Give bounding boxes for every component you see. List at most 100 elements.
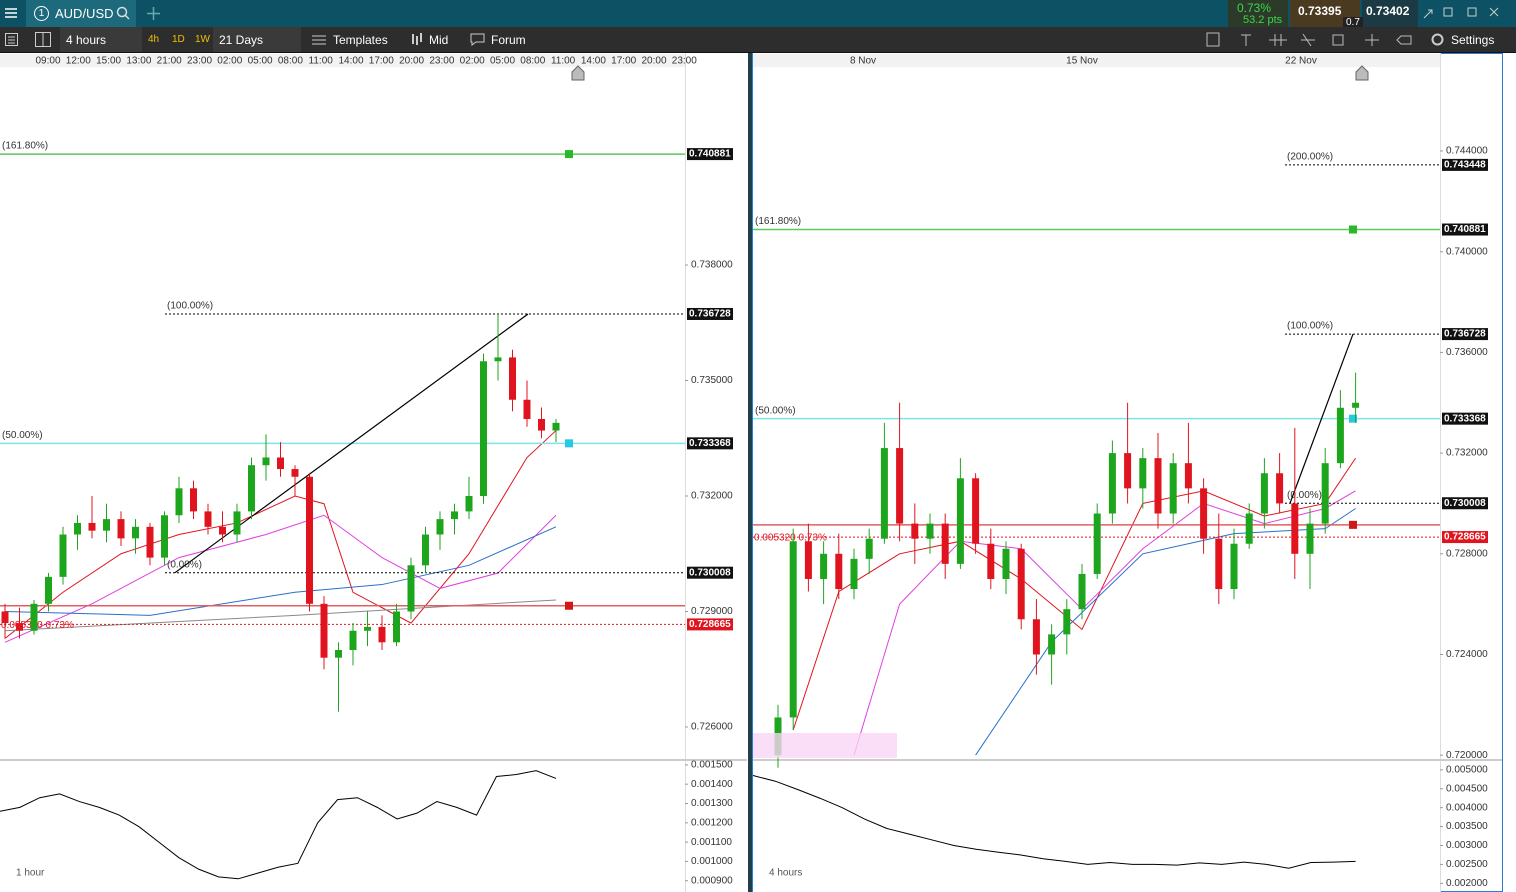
y-tick-label: 0.744000: [1446, 146, 1488, 157]
candle-body: [74, 522, 81, 535]
templates[interactable]: Templates: [333, 33, 388, 47]
range-select[interactable]: [213, 27, 301, 52]
candle-body: [1306, 523, 1314, 554]
time-label: 20:00: [399, 56, 424, 67]
toolbar: 4 hours 4h 1D 1W 21 Days Templates Mid F…: [0, 27, 1516, 53]
time-label: 11:00: [309, 56, 334, 67]
settings[interactable]: Settings: [1451, 33, 1495, 47]
time-label: 22 Nov: [1285, 56, 1317, 67]
level-value-box: [1442, 412, 1488, 425]
window-controls[interactable]: [1422, 6, 1512, 20]
time-label: 12:00: [66, 56, 91, 67]
list-icon[interactable]: [5, 33, 18, 46]
price-icon: [412, 33, 422, 45]
quick-interval[interactable]: 4h: [148, 34, 160, 45]
candle-body: [538, 419, 545, 431]
candle-body: [422, 534, 429, 566]
osc-tick-label: 0.001400: [691, 779, 733, 790]
candle-body: [1276, 473, 1284, 504]
candle-body: [277, 457, 284, 470]
level-handle: [1349, 225, 1357, 234]
quick-interval[interactable]: 1W: [195, 34, 210, 45]
candle-body: [291, 469, 299, 477]
interval-select[interactable]: [60, 27, 142, 52]
moving-average: [792, 457, 1357, 731]
candle-body: [926, 523, 934, 539]
level-label: (100.00%): [1287, 321, 1333, 332]
candle-body: [1184, 463, 1192, 489]
forum[interactable]: Forum: [491, 33, 526, 47]
time-label: 11:00: [551, 56, 576, 67]
level-label: (100.00%): [167, 301, 213, 312]
level-value-box: [1442, 158, 1488, 171]
osc-tick-label: 0.001300: [691, 798, 733, 809]
candle-body: [1260, 473, 1268, 514]
candle-body: [1078, 573, 1086, 610]
candle-body: [1048, 634, 1056, 655]
tab-number: 1: [34, 6, 49, 21]
level-value-box: [687, 437, 733, 450]
y-tick-label: 0.724000: [1446, 649, 1488, 660]
candle-body: [480, 361, 487, 497]
candle-body: [1336, 407, 1344, 464]
level-value: 0.733368: [689, 438, 731, 449]
price-type[interactable]: Mid: [429, 33, 449, 47]
candle-body: [523, 399, 531, 420]
oscillator-line: [752, 775, 1356, 869]
candle-body: [1032, 619, 1040, 655]
add-tab[interactable]: [147, 7, 160, 20]
candle-body: [1139, 458, 1147, 489]
level-value: 0.740881: [689, 149, 731, 160]
y-tick-label: 0.740000: [1446, 246, 1488, 257]
level-value-box: [1442, 328, 1488, 341]
oscillator-line: [0, 770, 557, 880]
candle-body: [16, 623, 23, 631]
candle-body: [1093, 513, 1101, 574]
osc-tick-label: 0.001500: [691, 760, 733, 771]
charts: 09:00 12:00 15:00 13:00 21:00 23:00 02:00 05:00…: [0, 53, 1516, 892]
candle-body: [1063, 609, 1071, 635]
panel-divider: [748, 53, 752, 892]
symbol: AUD/USD: [55, 6, 114, 21]
level-label: (0.00%): [1287, 490, 1322, 501]
panel-label: 1 hour: [16, 868, 45, 879]
time-label: 05:00: [490, 56, 515, 67]
quick-interval[interactable]: 1D: [172, 34, 185, 45]
candle-body: [306, 476, 313, 604]
candle-body: [248, 465, 255, 512]
forum-icon: [470, 33, 485, 46]
layout-icon[interactable]: [35, 32, 51, 47]
time-label: 23:00: [429, 56, 454, 67]
level-value-box: [1442, 223, 1488, 236]
y-tick-label: 0.732000: [1446, 448, 1488, 459]
menu-icon[interactable]: [5, 7, 17, 19]
candle-body: [865, 538, 873, 559]
candle-body: [804, 541, 812, 579]
candle-body: [190, 488, 197, 512]
tool-icons[interactable]: [1205, 32, 1425, 48]
osc-tick-label: 0.003500: [1446, 821, 1488, 832]
ask-box[interactable]: [1362, 0, 1418, 27]
level-value: 0.740881: [1444, 224, 1486, 235]
time-label: 08:00: [520, 56, 545, 67]
candle-body: [1154, 458, 1162, 514]
candle-body: [1169, 463, 1177, 514]
candle-body: [972, 478, 980, 544]
time-label: 09:00: [35, 56, 60, 67]
search-icon[interactable]: [116, 6, 130, 20]
candle-body: [451, 511, 458, 520]
osc-tick-label: 0.004000: [1446, 802, 1488, 813]
level-value-box: [687, 148, 733, 161]
time-label: 23:00: [672, 56, 697, 67]
time-axis: [753, 54, 1440, 67]
y-tick-label: 0.738000: [691, 260, 733, 271]
candle-body: [509, 357, 516, 400]
candle-body: [941, 523, 949, 564]
level-value-box: [687, 307, 733, 320]
candle-body: [219, 526, 226, 535]
candle-body: [896, 448, 904, 524]
candle-body: [1002, 548, 1010, 579]
candle-body: [1321, 463, 1329, 524]
spread: 0.7: [1343, 17, 1363, 28]
settings-icon: [1431, 33, 1444, 46]
